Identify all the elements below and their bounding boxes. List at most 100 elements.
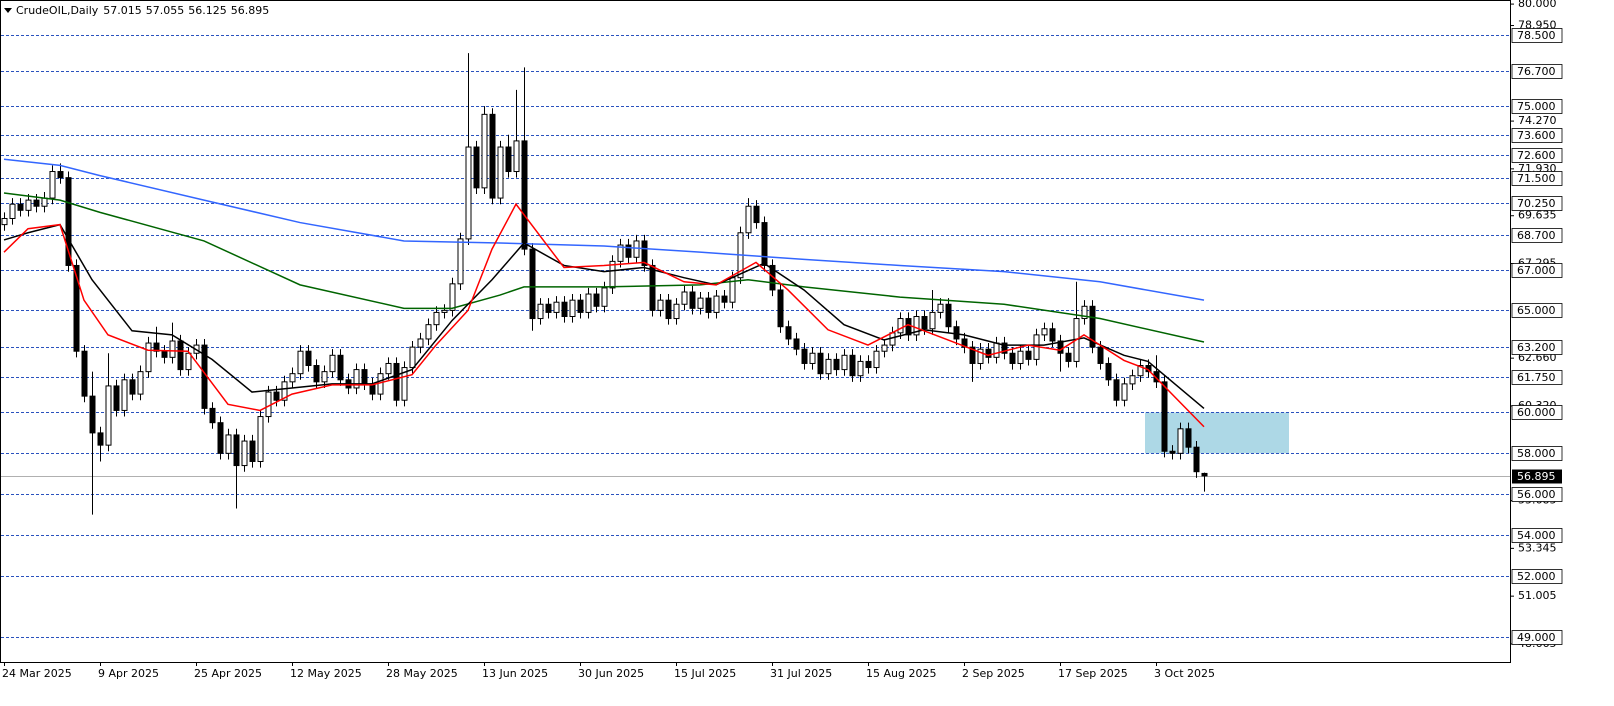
candle-body <box>849 354 856 377</box>
candle-body <box>569 299 576 318</box>
candle-body <box>545 303 552 313</box>
candle-body <box>593 293 600 307</box>
level-label: 49.000 <box>1517 631 1556 644</box>
candle-body <box>73 264 80 352</box>
candle-body <box>9 203 16 219</box>
candle-body <box>305 350 312 367</box>
candle-body <box>841 354 848 371</box>
candle-body <box>905 318 912 336</box>
candle-body <box>1009 352 1016 364</box>
level-label: 56.000 <box>1517 488 1556 501</box>
candle-body <box>329 354 336 373</box>
candle-body <box>833 358 840 371</box>
candle-body <box>449 283 456 311</box>
moving-average <box>3 202 1205 428</box>
candle-body <box>665 299 672 320</box>
candle-body <box>673 303 680 320</box>
candle-body <box>1121 383 1128 401</box>
candle-body <box>1001 342 1008 354</box>
x-tick-label: 13 Jun 2025 <box>482 667 548 680</box>
candle-body <box>57 171 64 179</box>
level-label: 72.600 <box>1517 149 1556 162</box>
candle-body <box>577 299 584 313</box>
x-tick-label: 15 Jul 2025 <box>674 667 736 680</box>
title-open: 57.015 <box>103 4 142 17</box>
candle-body <box>713 295 720 313</box>
candle-body <box>505 146 512 173</box>
level-label: 60.000 <box>1517 406 1556 419</box>
candle-body <box>985 348 992 358</box>
candle-body <box>65 177 72 266</box>
candle-body <box>633 240 640 258</box>
level-label-box <box>1511 28 1563 43</box>
last-price-label: 56.895 <box>1517 470 1556 483</box>
level-label-box <box>1511 171 1563 186</box>
level-label-box <box>1511 569 1563 584</box>
candle-body <box>441 309 448 313</box>
candle-body <box>257 416 264 462</box>
level-label-box <box>1511 99 1563 114</box>
candle-body <box>401 367 408 401</box>
candle-body <box>49 171 56 199</box>
candle-body <box>617 244 624 262</box>
title-high: 57.055 <box>146 4 185 17</box>
level-label-box <box>1511 196 1563 211</box>
candle-body <box>225 434 232 454</box>
candle-body <box>761 222 768 266</box>
candle-body <box>769 264 776 291</box>
level-label-box <box>1511 64 1563 79</box>
x-tick-label: 17 Sep 2025 <box>1058 667 1128 680</box>
level-label: 58.000 <box>1517 447 1556 460</box>
title-arrow <box>4 8 12 13</box>
candle-body <box>1089 305 1096 348</box>
candle-body <box>361 369 368 385</box>
candle-body <box>625 244 632 258</box>
y-tick-label: 80.000 <box>1518 0 1557 10</box>
candle-body <box>641 240 648 266</box>
candle-body <box>89 395 96 434</box>
candle-body <box>945 303 952 328</box>
candle-body <box>97 432 104 446</box>
level-label: 78.500 <box>1517 29 1556 42</box>
candle-body <box>489 113 496 199</box>
candle-body <box>801 348 808 364</box>
candle-body <box>465 146 472 240</box>
candle-body <box>657 299 664 311</box>
candle-body <box>1081 305 1088 320</box>
level-label: 68.700 <box>1517 229 1556 242</box>
candle-body <box>217 422 224 454</box>
plot-under <box>1 35 1510 638</box>
chart-title: CrudeOIL,Daily 57.015 57.055 56.125 56.895 <box>16 4 269 17</box>
candle-body <box>961 338 968 348</box>
candle-body <box>33 199 40 207</box>
level-label: 52.000 <box>1517 570 1556 583</box>
candle-body <box>1193 446 1200 473</box>
candle-body <box>497 146 504 199</box>
plot-marks <box>1 53 1208 515</box>
level-label: 65.000 <box>1517 304 1556 317</box>
y-tick-label: 69.635 <box>1518 209 1557 222</box>
candle-body <box>865 360 872 369</box>
candle-body <box>785 326 792 340</box>
level-label: 67.000 <box>1517 264 1556 277</box>
level-label: 70.250 <box>1517 197 1556 210</box>
candle-body <box>937 303 944 313</box>
candle-body <box>1137 365 1144 377</box>
candle-body <box>145 342 152 373</box>
title-close: 56.895 <box>231 4 270 17</box>
level-label-box <box>1511 370 1563 385</box>
candle-body <box>1 217 8 226</box>
candle-body <box>457 238 464 285</box>
level-label-box <box>1511 128 1563 143</box>
candle-body <box>793 338 800 350</box>
level-label: 75.000 <box>1517 100 1556 113</box>
plot-frame <box>0 0 1511 663</box>
candle-body <box>249 440 256 462</box>
candle-body <box>777 289 784 328</box>
level-label: 63.200 <box>1517 341 1556 354</box>
x-tick-label: 24 Mar 2025 <box>2 667 72 680</box>
level-label-box <box>1511 228 1563 243</box>
candle-body <box>353 369 360 389</box>
title-symbol: CrudeOIL,Daily <box>16 4 99 17</box>
